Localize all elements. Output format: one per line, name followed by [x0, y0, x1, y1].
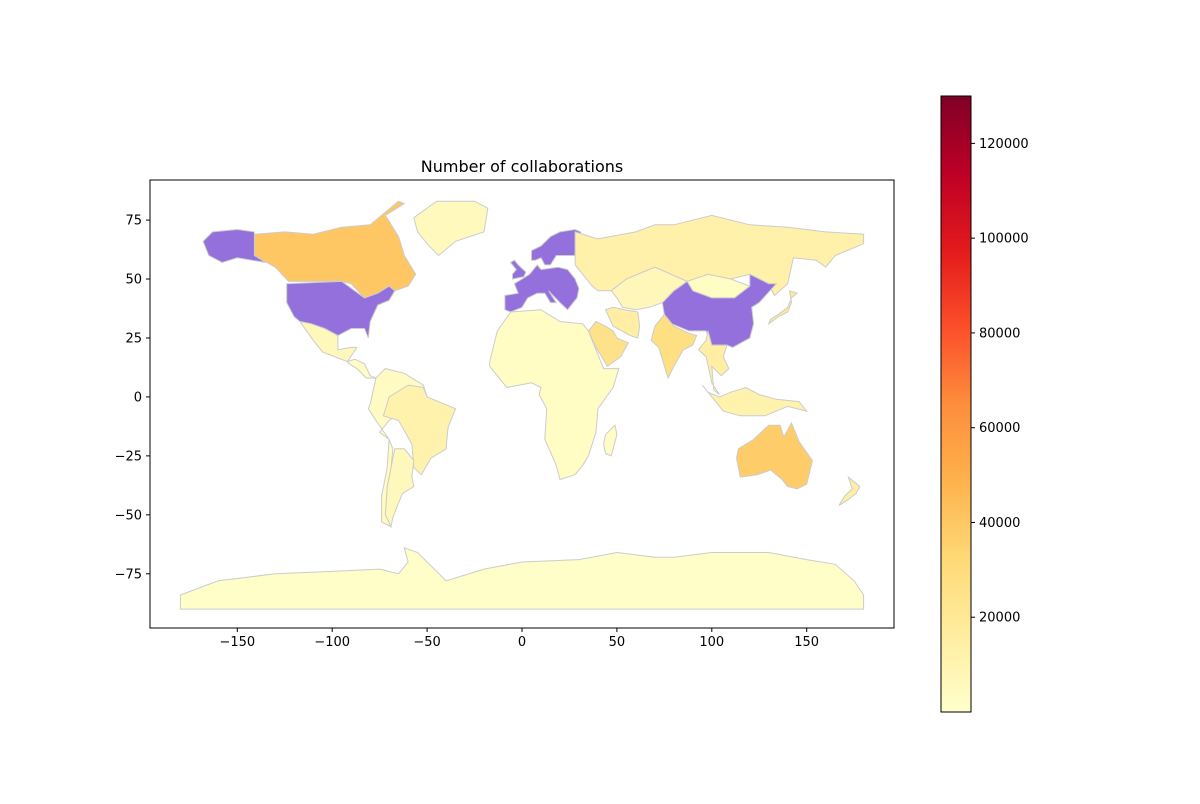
y-tick-label: −50	[115, 508, 142, 523]
region-indonesia	[701, 384, 809, 417]
region-china	[661, 273, 778, 348]
region-new-zealand	[838, 475, 861, 506]
region-scandinavia	[531, 228, 582, 266]
region-australia	[735, 421, 813, 490]
y-tick-label: −75	[115, 567, 142, 582]
y-tick-label: 0	[134, 390, 142, 405]
x-tick-label: 100	[699, 635, 724, 650]
x-axis: −150 −100 −50 0 50 100 150	[219, 628, 819, 650]
region-africa	[489, 309, 620, 481]
colorbar-tick-label: 60000	[979, 421, 1020, 436]
colorbar	[940, 95, 972, 713]
y-tick-label: 75	[125, 214, 142, 229]
y-tick-label: 25	[125, 331, 142, 346]
region-madagascar	[603, 424, 618, 457]
y-axis: −75 −50 −25 0 25 50 75	[115, 214, 150, 582]
colorbar-tick-label: 80000	[979, 326, 1020, 341]
colorbar-axis: 20000 40000 60000 80000 100000 120000	[971, 137, 1029, 626]
region-india	[650, 313, 698, 380]
y-tick-label: 50	[125, 273, 142, 288]
x-tick-label: −50	[413, 635, 440, 650]
x-tick-label: −150	[219, 635, 255, 650]
region-alaska	[202, 228, 267, 264]
region-southeast-asia	[697, 330, 730, 395]
chart-title: Number of collaborations	[421, 157, 623, 176]
region-antarctica	[179, 547, 865, 610]
region-canada	[253, 200, 417, 299]
region-saudi-arabia	[587, 320, 630, 368]
colorbar-tick-label: 40000	[979, 516, 1020, 531]
region-greenland	[413, 200, 489, 257]
y-tick-label: −25	[115, 449, 142, 464]
region-russia	[574, 214, 865, 297]
region-central-america	[346, 358, 377, 379]
region-chile	[381, 439, 394, 528]
x-tick-label: 150	[794, 635, 819, 650]
region-united-kingdom	[509, 259, 527, 280]
region-japan	[767, 290, 799, 326]
region-mexico	[298, 320, 358, 363]
colorbar-tick-label: 100000	[979, 232, 1029, 247]
colorbar-tick-label: 120000	[979, 137, 1029, 152]
map-layer	[179, 200, 865, 610]
region-europe	[504, 264, 580, 313]
x-tick-label: −100	[314, 635, 350, 650]
region-central-asia	[610, 266, 689, 311]
region-iran	[604, 306, 641, 339]
x-tick-label: 0	[518, 635, 526, 650]
colorbar-tick-label: 20000	[979, 611, 1020, 626]
x-tick-label: 50	[609, 635, 626, 650]
region-brazil	[382, 384, 457, 476]
